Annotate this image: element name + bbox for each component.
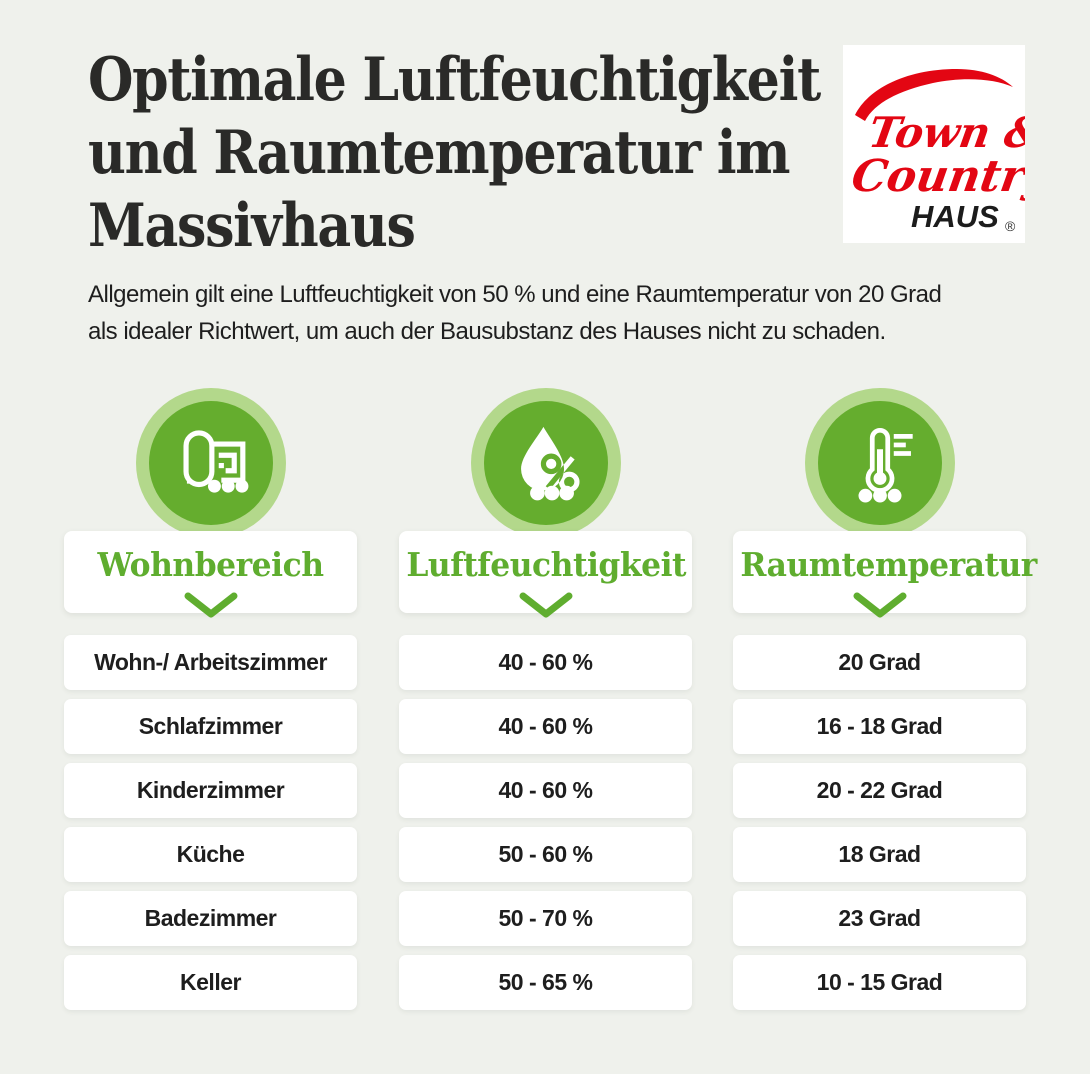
table-cell-text: 20 Grad <box>838 649 921 675</box>
intro-text: Allgemein gilt eine Luftfeuchtigkeit von… <box>88 276 942 350</box>
table-cell-text: 40 - 60 % <box>498 777 593 803</box>
temperature-list: 20 Grad 16 - 18 Grad 20 - 22 Grad 18 Grad 23… <box>733 635 1026 1019</box>
column-wohnbereich: Wohnbereich Wohn-/ Arbeitszimmer Schlafzi… <box>64 0 357 1074</box>
table-cell-text: Keller <box>180 969 241 995</box>
table-row: 16 - 18 Grad <box>733 699 1026 754</box>
intro-line-2: als idealer Richtwert, um auch der Bausu… <box>88 318 886 345</box>
intro-line-1: Allgemein gilt eine Luftfeuchtigkeit von… <box>88 281 942 308</box>
table-cell-text: Wohn-/ Arbeitszimmer <box>94 649 327 675</box>
table-cell-text: Schlafzimmer <box>138 713 283 739</box>
table-row: 20 - 22 Grad <box>733 763 1026 818</box>
logo-text-haus: HAUS <box>911 199 999 234</box>
title-line-2: und Raumtemperatur im <box>88 118 790 188</box>
table-cell-text: Küche <box>176 841 245 867</box>
table-cell-text: Badezimmer <box>144 905 277 931</box>
thermometer-icon-badge <box>804 388 955 538</box>
table-cell-text: Kinderzimmer <box>136 777 285 803</box>
column-header-label: Raumtemperatur <box>740 545 1037 584</box>
floor-plan-icon-circle <box>148 401 273 525</box>
table-cell-text: 40 - 60 % <box>498 649 593 675</box>
chevron-down-icon <box>853 592 906 618</box>
chevron-down-icon <box>184 592 237 618</box>
humidity-drop-icon <box>520 426 580 501</box>
column-luftfeuchtigkeit: Luftfeuchtigkeit 40 - 60 % 40 - 60 % 40 - … <box>399 0 692 1074</box>
table-row: Kinderzimmer <box>64 763 357 818</box>
table-row: 50 - 60 % <box>399 827 692 882</box>
table-row: 40 - 60 % <box>399 699 692 754</box>
table-cell-text: 20 - 22 Grad <box>816 777 943 803</box>
column-header-luftfeuchtigkeit: Luftfeuchtigkeit <box>399 531 692 618</box>
logo-swoosh-icon <box>855 69 1013 121</box>
table-cell-text: 50 - 65 % <box>498 969 593 995</box>
town-country-logo-graphic: Town & Country HAUS ® <box>848 69 1057 234</box>
table-cell-text: 50 - 60 % <box>498 841 593 867</box>
table-row: 23 Grad <box>733 891 1026 946</box>
column-header-label: Luftfeuchtigkeit <box>406 545 687 584</box>
logo-text-country: Country <box>848 150 1025 202</box>
chevron-down-icon <box>519 592 572 618</box>
table-row: Badezimmer <box>64 891 357 946</box>
table-row: 50 - 65 % <box>399 955 692 1010</box>
table-row: Küche <box>64 827 357 882</box>
humidity-list: 40 - 60 % 40 - 60 % 40 - 60 % 50 - 60 % 50 -… <box>399 635 692 1019</box>
floor-plan-icon-badge <box>135 388 286 538</box>
table-cell-text: 40 - 60 % <box>498 713 593 739</box>
table-cell-text: 18 Grad <box>838 841 921 867</box>
table-cell-text: 23 Grad <box>838 905 921 931</box>
column-header-raumtemperatur: Raumtemperatur <box>733 531 1037 618</box>
table-row: 20 Grad <box>733 635 1026 690</box>
thermometer-icon-circle <box>817 401 942 525</box>
title-line-3: Massivhaus <box>88 191 416 261</box>
table-row: 50 - 70 % <box>399 891 692 946</box>
town-country-logo: Town & Country HAUS ® <box>843 45 1057 243</box>
table-cell-text: 10 - 15 Grad <box>816 969 943 995</box>
thermometer-icon <box>858 428 913 503</box>
table-row: 40 - 60 % <box>399 635 692 690</box>
table-row: 40 - 60 % <box>399 763 692 818</box>
room-list: Wohn-/ Arbeitszimmer Schlafzimmer Kinderzi… <box>64 635 357 1019</box>
title-line-1: Optimale Luftfeuchtigkeit <box>88 45 821 115</box>
humidity-icon-circle <box>483 401 608 525</box>
table-cell-text: 16 - 18 Grad <box>816 713 943 739</box>
page-title: Optimale Luftfeuchtigkeit und Raumtemper… <box>88 44 929 263</box>
floor-plan-icon <box>182 430 248 493</box>
table-row: Wohn-/ Arbeitszimmer <box>64 635 357 690</box>
table-row: 18 Grad <box>733 827 1026 882</box>
column-raumtemperatur: Raumtemperatur 20 Grad 16 - 18 Grad 20 - 2… <box>733 0 1037 1074</box>
logo-text-town: Town & <box>865 107 1025 157</box>
table-cell-text: 50 - 70 % <box>498 905 593 931</box>
table-row: 10 - 15 Grad <box>733 955 1026 1010</box>
column-header-wohnbereich: Wohnbereich <box>64 531 357 618</box>
registered-trademark-icon: ® <box>1005 218 1016 234</box>
table-row: Keller <box>64 955 357 1010</box>
column-header-label: Wohnbereich <box>97 545 324 584</box>
table-row: Schlafzimmer <box>64 699 357 754</box>
humidity-icon-badge <box>470 388 621 538</box>
